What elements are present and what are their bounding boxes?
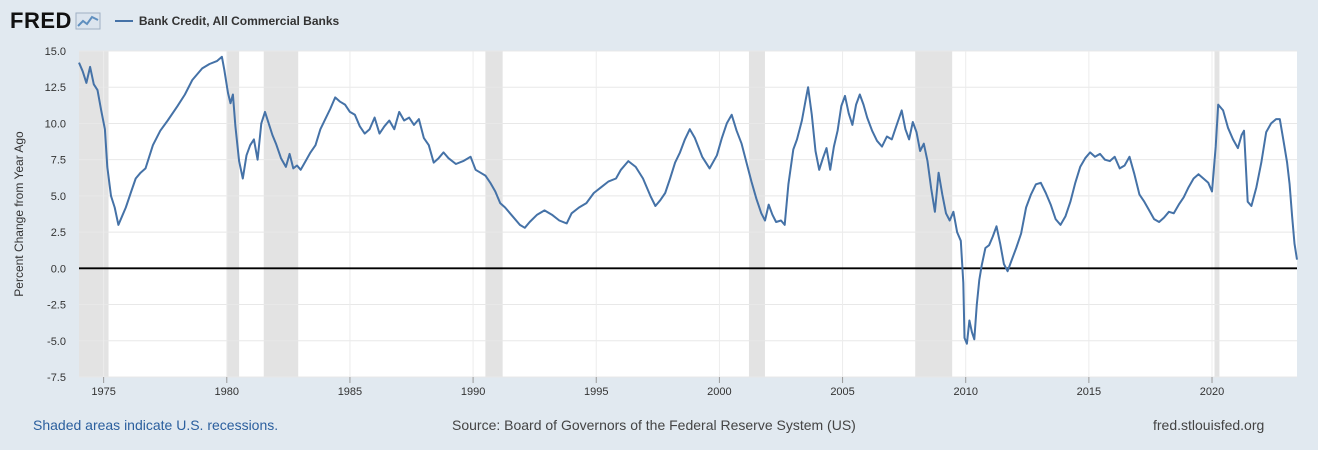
y-tick-label: 0.0 <box>51 263 66 275</box>
x-tick-label: 1990 <box>461 386 485 398</box>
recession-band <box>263 51 299 377</box>
y-tick-label: 12.5 <box>45 82 66 94</box>
grid-lines <box>79 50 1297 378</box>
x-tick-label: 2015 <box>1077 386 1101 398</box>
x-tick-label: 2010 <box>953 386 977 398</box>
line-chart[interactable]: 15.0 12.5 10.0 7.5 5.0 2.5 0.0 -2.5 -5.0 -7.5 197… <box>0 0 1318 410</box>
chart-legend: Bank Credit, All Commercial Banks <box>114 14 340 28</box>
fred-logo[interactable]: FRED <box>10 8 72 33</box>
y-tick-label: -7.5 <box>47 372 66 384</box>
x-tick-label: 2020 <box>1200 386 1224 398</box>
y-tick-label: 5.0 <box>51 191 66 203</box>
y-axis-label: Percent Change from Year Ago <box>12 131 26 297</box>
y-tick-label: 15.0 <box>45 46 66 58</box>
y-tick-label: -2.5 <box>47 300 66 312</box>
series-line <box>78 55 1298 345</box>
x-tick-label: 1975 <box>91 386 115 398</box>
recession-note-link[interactable]: Shaded areas indicate U.S. recessions. <box>33 417 279 433</box>
x-tick-label: 1995 <box>584 386 608 398</box>
chart-header: FRED Bank Credit, All Commercial Banks <box>10 6 339 36</box>
plot-background <box>79 51 1297 377</box>
x-tick-label: 1985 <box>338 386 362 398</box>
recession-band <box>485 51 503 377</box>
fred-chart-icon <box>75 12 101 30</box>
legend-series-label: Bank Credit, All Commercial Banks <box>138 14 340 28</box>
x-tick-label: 1980 <box>215 386 239 398</box>
recession-band <box>748 51 765 377</box>
y-tick-label: 10.0 <box>45 118 66 130</box>
legend-series-swatch <box>114 20 133 22</box>
x-axis-ticks: 1975 1980 1985 1990 1995 2000 2005 2010 2015 2020 <box>91 377 1224 398</box>
x-tick-label: 2005 <box>830 386 854 398</box>
site-link[interactable]: fred.stlouisfed.org <box>1153 417 1265 433</box>
y-tick-label: -5.0 <box>47 336 66 348</box>
recession-band <box>1214 51 1220 377</box>
y-tick-label: 7.5 <box>51 155 66 167</box>
y-axis-ticks: 15.0 12.5 10.0 7.5 5.0 2.5 0.0 -2.5 -5.0 -7.5 <box>45 46 66 384</box>
series-line-layer <box>78 55 1298 345</box>
source-text: Source: Board of Governors of the Federa… <box>452 417 856 433</box>
y-tick-label: 2.5 <box>51 227 66 239</box>
x-tick-label: 2000 <box>707 386 731 398</box>
